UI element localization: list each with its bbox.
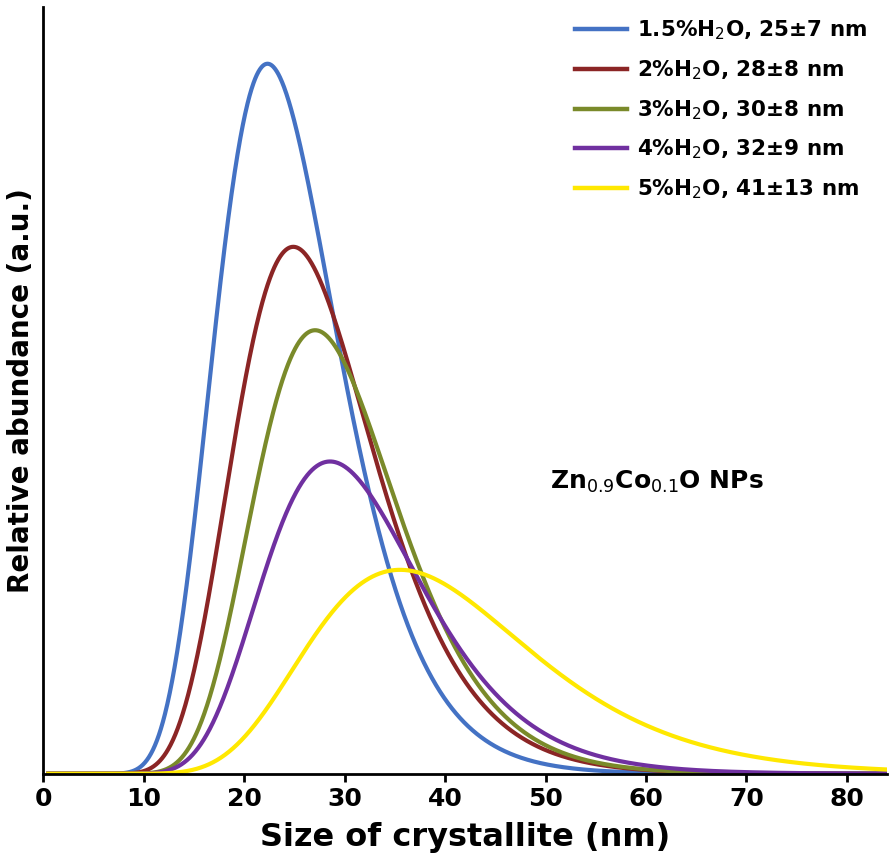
Text: Zn$_{0.9}$Co$_{0.1}$O NPs: Zn$_{0.9}$Co$_{0.1}$O NPs [550,470,763,495]
Legend: 1.5%H$_2$O, 25±7 nm, 2%H$_2$O, 28±8 nm, 3%H$_2$O, 30±8 nm, 4%H$_2$O, 32±9 nm, 5%: 1.5%H$_2$O, 25±7 nm, 2%H$_2$O, 28±8 nm, … [566,10,876,210]
X-axis label: Size of crystallite (nm): Size of crystallite (nm) [260,822,670,853]
Y-axis label: Relative abundance (a.u.): Relative abundance (a.u.) [7,187,35,593]
